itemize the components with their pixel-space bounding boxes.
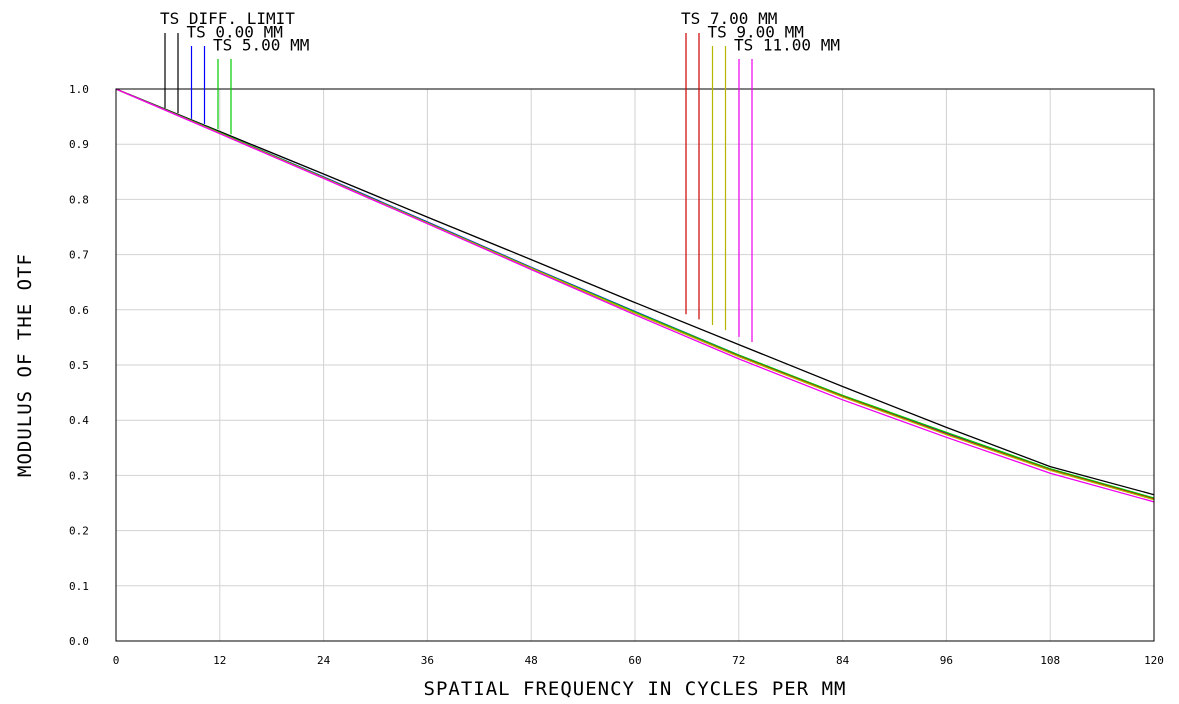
x-axis-label: SPATIAL FREQUENCY IN CYCLES PER MM — [424, 678, 847, 700]
y-tick-label: 0.7 — [69, 249, 89, 262]
y-tick-label: 0.6 — [69, 304, 89, 317]
x-tick-label: 84 — [836, 654, 850, 667]
y-tick-label: 0.1 — [69, 580, 89, 593]
series-line — [115, 88, 1155, 503]
x-tick-label: 0 — [113, 654, 120, 667]
x-tick-label: 120 — [1144, 654, 1164, 667]
x-tick-label: 48 — [525, 654, 538, 667]
x-tick-label: 96 — [940, 654, 953, 667]
y-tick-labels: 0.0 0.1 0.2 0.3 0.4 0.5 0.6 0.7 0.8 0.9 1.0 — [69, 83, 89, 648]
legend-label: TS 0.00 MM — [187, 22, 283, 41]
x-tick-label: 108 — [1040, 654, 1060, 667]
plot-border — [115, 88, 1155, 642]
x-tick-label: 36 — [421, 654, 434, 667]
legend-label: TS DIFF. LIMIT — [160, 9, 295, 28]
y-tick-label: 0.8 — [69, 193, 89, 206]
y-tick-label: 0.0 — [69, 635, 89, 648]
y-tick-label: 0.2 — [69, 525, 89, 538]
legend-label: TS 7.00 MM — [681, 9, 777, 28]
y-tick-label: 0.9 — [69, 138, 89, 151]
series-line — [115, 88, 1155, 496]
x-tick-label: 12 — [213, 654, 226, 667]
y-tick-label: 0.3 — [69, 469, 89, 482]
y-tick-label: 0.5 — [69, 359, 89, 372]
legend-label: TS 11.00 MM — [734, 36, 840, 55]
series-lines — [115, 88, 1155, 503]
grid — [115, 88, 1155, 642]
y-tick-label: 0.4 — [69, 414, 89, 427]
plot-frame — [115, 88, 1155, 642]
x-tick-label: 72 — [732, 654, 745, 667]
y-axis-label: MODULUS OF THE OTF — [14, 253, 36, 477]
x-tick-label: 24 — [317, 654, 331, 667]
y-tick-label: 1.0 — [69, 83, 89, 96]
legend-label: TS 5.00 MM — [213, 36, 309, 55]
x-tick-labels: 0 12 24 36 48 60 72 84 96 108 120 — [113, 654, 1164, 667]
legend-label: TS 9.00 MM — [708, 22, 804, 41]
x-tick-label: 60 — [628, 654, 641, 667]
